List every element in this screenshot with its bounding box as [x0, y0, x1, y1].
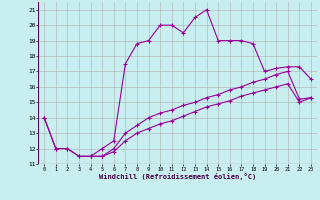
X-axis label: Windchill (Refroidissement éolien,°C): Windchill (Refroidissement éolien,°C) [99, 173, 256, 180]
